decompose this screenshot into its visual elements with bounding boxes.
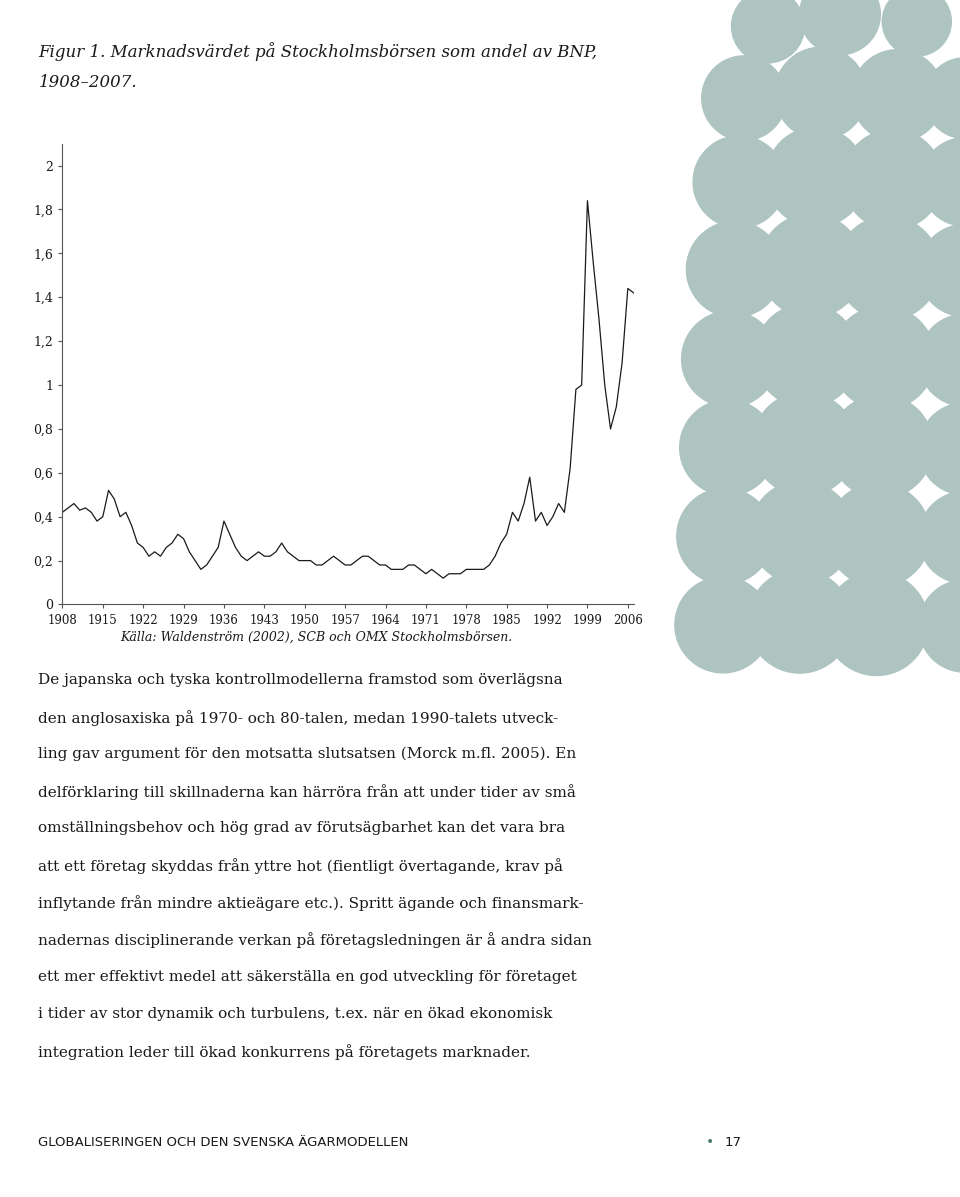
Text: i tider av stor dynamik och turbulens, t.ex. när en ökad ekonomisk: i tider av stor dynamik och turbulens, t… [38,1007,553,1021]
Text: GLOBALISERINGEN OCH DEN SVENSKA ÄGARMODELLEN: GLOBALISERINGEN OCH DEN SVENSKA ÄGARMODE… [38,1136,409,1149]
Text: ling gav argument för den motsatta slutsatsen (Morck m.fl. 2005). En: ling gav argument för den motsatta sluts… [38,747,577,761]
Text: inflytande från mindre aktieägare etc.). Spritt ägande och finansmark-: inflytande från mindre aktieägare etc.).… [38,895,584,911]
Text: nadernas disciplinerande verkan på företagsledningen är å andra sidan: nadernas disciplinerande verkan på föret… [38,932,592,948]
Text: •: • [706,1135,714,1149]
Text: 17: 17 [725,1136,742,1149]
Text: ett mer effektivt medel att säkerställa en god utveckling för företaget: ett mer effektivt medel att säkerställa … [38,970,577,984]
Text: De japanska och tyska kontrollmodellerna framstod som överlägsna: De japanska och tyska kontrollmodellerna… [38,673,563,687]
Text: omställningsbehov och hög grad av förutsägbarhet kan det vara bra: omställningsbehov och hög grad av föruts… [38,821,565,836]
Text: integration leder till ökad konkurrens på företagets marknader.: integration leder till ökad konkurrens p… [38,1044,531,1059]
Text: delförklaring till skillnaderna kan härröra från att under tider av små: delförklaring till skillnaderna kan härr… [38,784,576,800]
Text: Källa: Waldenström (2002), SCB och OMX Stockholmsbörsen.: Källa: Waldenström (2002), SCB och OMX S… [121,631,513,644]
Text: att ett företag skyddas från yttre hot (fientligt övertagande, krav på: att ett företag skyddas från yttre hot (… [38,858,564,874]
Text: den anglosaxiska på 1970- och 80-talen, medan 1990-talets utveck-: den anglosaxiska på 1970- och 80-talen, … [38,710,559,725]
Text: Figur 1. Marknadsvärdet på Stockholmsbörsen som andel av BNP,: Figur 1. Marknadsvärdet på Stockholmsbör… [38,42,597,61]
Text: 1908–2007.: 1908–2007. [38,74,137,91]
